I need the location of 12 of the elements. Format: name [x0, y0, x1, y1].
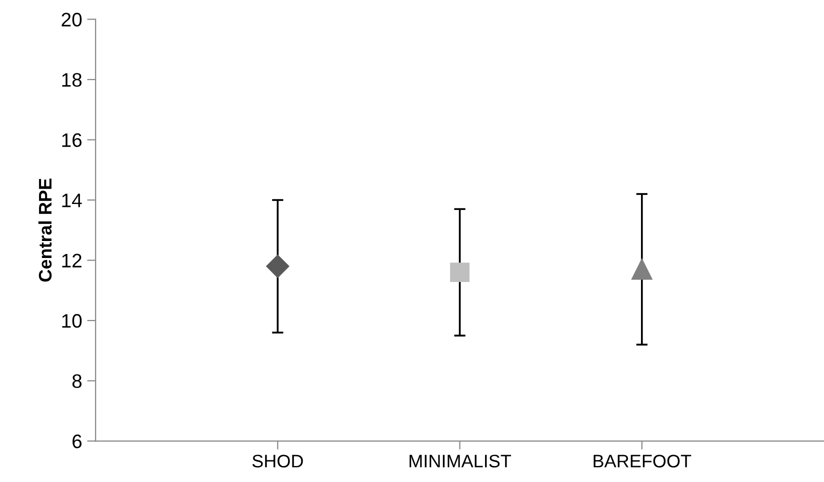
x-tick-label: SHOD: [252, 454, 303, 468]
x-tick-label: MINIMALIST: [410, 454, 512, 468]
y-tick-label: 10: [62, 314, 82, 328]
y-tick-label: 14: [62, 194, 82, 208]
x-tick-label: BAREFOOT: [594, 454, 692, 468]
y-tick-label: 6: [72, 434, 82, 448]
y-tick-label: 12: [62, 254, 82, 268]
y-tick-label: 18: [62, 73, 82, 87]
y-tick-label: 16: [62, 133, 82, 148]
y-axis-title: Central RPE: [38, 178, 52, 282]
y-tick-label: 8: [72, 374, 82, 388]
y-tick-label: 20: [62, 12, 82, 27]
